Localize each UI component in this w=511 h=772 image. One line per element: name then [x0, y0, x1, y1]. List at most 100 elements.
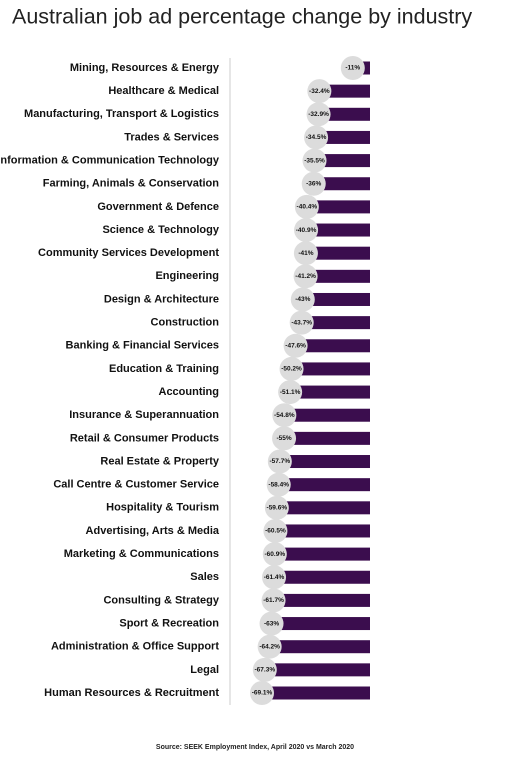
category-label: Real Estate & Property — [100, 455, 219, 467]
category-label: Mining, Resources & Energy — [70, 62, 220, 74]
source-note: Source: SEEK Employment Index, April 202… — [156, 744, 354, 751]
value-label: -63% — [264, 620, 279, 627]
category-label: Insurance & Superannuation — [69, 409, 219, 421]
value-label: -43.7% — [291, 319, 312, 326]
bar — [305, 269, 370, 283]
bar — [276, 501, 370, 515]
value-badge — [307, 79, 332, 104]
bar — [316, 130, 370, 144]
bar — [318, 107, 370, 121]
value-label: -55% — [276, 435, 291, 442]
category-label: Community Services Development — [38, 247, 219, 259]
value-badge — [294, 194, 319, 219]
value-label: -41.2% — [295, 273, 316, 280]
value-label: -54.8% — [274, 412, 295, 419]
category-label: Manufacturing, Transport & Logistics — [24, 108, 219, 120]
bar — [279, 455, 370, 469]
bar — [290, 385, 370, 399]
value-badge — [290, 287, 315, 312]
bar — [264, 663, 370, 677]
value-label: -41% — [298, 250, 313, 257]
category-label: Trades & Services — [124, 131, 219, 143]
bar — [275, 524, 370, 538]
value-badge — [262, 542, 287, 567]
value-label: -64.2% — [259, 643, 280, 650]
bar — [305, 246, 370, 260]
value-badge — [293, 264, 318, 289]
category-label: Hospitality & Tourism — [106, 502, 219, 514]
value-badge — [261, 588, 286, 613]
value-badge — [283, 333, 308, 358]
value-label: -36% — [306, 180, 321, 187]
bar — [274, 547, 370, 561]
value-label: -58.4% — [268, 481, 289, 488]
value-badge — [257, 634, 282, 659]
category-label: Sales — [190, 571, 219, 583]
category-label: Banking & Financial Services — [66, 340, 219, 352]
category-label: Consulting & Strategy — [103, 594, 219, 606]
category-label: Information & Communication Technology — [0, 154, 220, 166]
bar — [306, 223, 370, 237]
bar — [262, 686, 370, 700]
value-label: -60.5% — [265, 528, 286, 535]
value-badge — [294, 218, 319, 243]
category-label: Design & Architecture — [104, 293, 219, 305]
value-badge — [264, 495, 289, 520]
category-label: Retail & Consumer Products — [70, 432, 219, 444]
value-label: -51.1% — [280, 389, 301, 396]
value-label: -35.5% — [304, 157, 325, 164]
value-label: -50.2% — [281, 366, 302, 373]
value-label: -61.4% — [264, 574, 285, 581]
category-label: Construction — [151, 317, 220, 329]
bar — [273, 593, 370, 607]
value-badge — [263, 518, 288, 543]
value-label: -32.4% — [309, 88, 330, 95]
value-badge — [266, 472, 291, 497]
value-badge — [304, 125, 329, 150]
bar — [301, 316, 370, 330]
value-badge — [293, 241, 318, 266]
bar — [284, 431, 370, 445]
value-label: -40.9% — [296, 227, 317, 234]
bar — [271, 617, 370, 631]
bar — [295, 339, 370, 353]
value-label: -43% — [295, 296, 310, 303]
category-label: Accounting — [159, 386, 220, 398]
category-label: Marketing & Communications — [64, 548, 219, 560]
value-label: -60.9% — [265, 551, 286, 558]
value-badge — [267, 449, 292, 474]
value-badge — [302, 148, 327, 173]
bar — [306, 200, 370, 214]
value-label: -47.6% — [285, 342, 306, 349]
bar — [313, 177, 370, 191]
bar — [269, 640, 370, 654]
category-label: Sport & Recreation — [119, 617, 219, 629]
value-label: -40.4% — [297, 204, 318, 211]
category-label: Government & Defence — [97, 201, 219, 213]
value-badge — [262, 565, 287, 590]
value-badge — [259, 611, 284, 636]
value-label: -59.6% — [267, 505, 288, 512]
bar — [284, 408, 370, 422]
category-label: Administration & Office Support — [51, 641, 219, 653]
category-label: Engineering — [155, 270, 219, 282]
category-label: Human Resources & Recruitment — [44, 687, 219, 699]
category-label: Legal — [190, 664, 219, 676]
value-badge — [279, 356, 304, 381]
bar — [302, 292, 370, 306]
category-label: Call Centre & Customer Service — [53, 479, 219, 491]
category-label: Advertising, Arts & Media — [86, 525, 220, 537]
value-label: -61.7% — [263, 597, 284, 604]
value-badge — [278, 380, 303, 405]
value-label: -34.5% — [306, 134, 327, 141]
bar — [314, 154, 370, 168]
value-badge — [289, 310, 314, 335]
bar — [319, 84, 370, 98]
value-label: -69.1% — [252, 690, 273, 697]
category-label: Education & Training — [109, 363, 219, 375]
value-badge — [250, 681, 274, 705]
bar — [274, 570, 370, 584]
chart-title: Australian job ad percentage change by i… — [12, 5, 472, 29]
value-badge — [301, 171, 326, 196]
